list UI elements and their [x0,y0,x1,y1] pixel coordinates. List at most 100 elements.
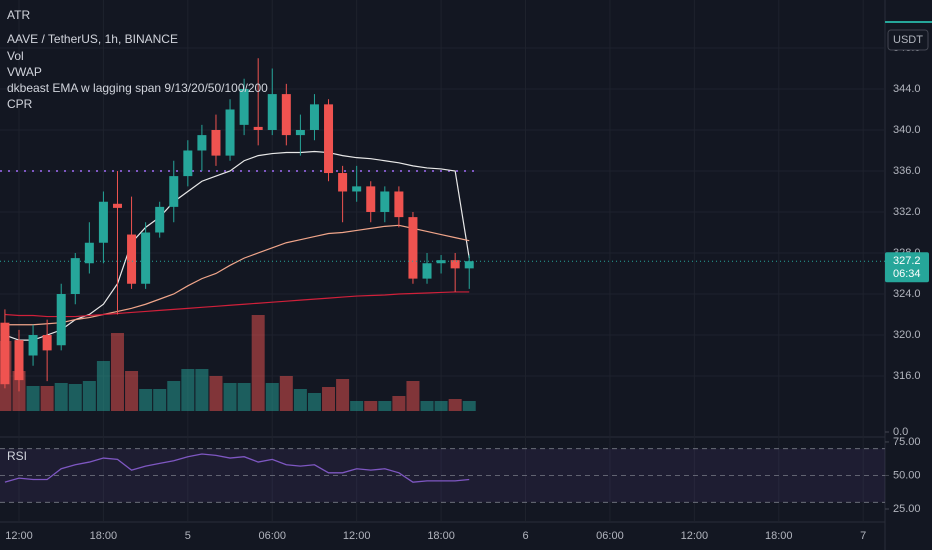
volume-bar [406,381,420,411]
x-tick-label: 06:00 [596,530,624,542]
candle-body [112,203,122,208]
legend-entry: dkbeast EMA w lagging span 9/13/20/50/10… [7,81,268,95]
candle-body [267,94,277,130]
volume-bar [336,379,350,411]
volume-bar [462,401,476,411]
candle-body [408,217,418,279]
volume-bar [251,315,265,411]
volume-bar [307,393,321,411]
volume-bar [167,381,181,411]
volume-bar [392,396,406,411]
volume-bar [96,361,110,411]
last-price-box [885,252,929,283]
candle-body [281,94,291,136]
last-price-label: 327.2 [893,255,921,267]
ema-line [4,291,470,318]
candle-body [211,129,221,156]
candle-body [70,258,80,294]
candle-body [0,322,10,385]
candle-body [436,260,446,264]
volume-bar [364,401,378,411]
y-tick-label: 336.0 [893,165,921,177]
candle-body [309,104,319,130]
volume-bar [350,401,364,411]
candle-body [42,335,52,351]
candle-body [225,109,235,156]
volume-tick-label: 0.0 [893,426,908,438]
candle-body [295,129,305,136]
volume-bar [40,386,54,411]
candle-body [338,173,348,192]
y-tick-label: 316.0 [893,370,921,382]
rsi-tick-label: 50.00 [893,469,921,481]
volume-bar [125,371,139,411]
volume-bar [54,383,68,411]
x-tick-label: 06:00 [258,530,286,542]
rsi-tick-label: 25.00 [893,503,921,515]
x-tick-label: 12:00 [5,530,33,542]
volume-bar [420,401,434,411]
x-tick-label: 12:00 [343,530,371,542]
x-tick-label: 18:00 [90,530,118,542]
ema-line [4,224,470,326]
volume-bar [139,389,153,411]
x-tick-label: 18:00 [765,530,793,542]
y-tick-label: 324.0 [893,288,921,300]
indicator-label: ATR [7,8,30,22]
volume-bar [378,401,392,411]
candle-body [394,191,404,218]
candle-body [84,242,94,264]
currency[interactable]: USDT [893,34,923,46]
y-tick-label: 332.0 [893,206,921,218]
y-tick-label: 320.0 [893,329,921,341]
ema-line [4,150,470,341]
rsi-tick-label: 75.00 [893,436,921,448]
candle-body [422,263,432,279]
volume-bar [209,376,223,411]
volume-bar [322,387,336,411]
candle-body [127,234,137,284]
legend-entry: VWAP [7,65,42,79]
rsi-line [4,453,470,483]
candle-body [450,260,460,269]
chart-title: AAVE / TetherUS, 1h, BINANCE [7,32,178,46]
volume-bar [26,386,40,411]
candle-body [464,261,474,269]
volume-bar [293,389,307,411]
x-tick-label: 6 [522,530,528,542]
y-tick-label: 340.0 [893,124,921,136]
candle-body [141,232,151,284]
plot: 12:00 18:00 5 06:00 12:00 18:00 6 06:00 12:00 18:… [0,0,921,542]
volume-bar [265,383,279,411]
currency-box[interactable] [887,29,929,51]
volume-bar [181,369,195,411]
volume-bar [237,383,251,411]
x-tick-label: 5 [185,530,191,542]
volume-bar [279,376,293,411]
candle-body [98,201,108,243]
x-tick-label: 18:00 [427,530,455,542]
volume-bar [110,333,124,411]
volume-bar [82,381,96,411]
legend-entry: CPR [7,97,33,111]
countdown: 06:34 [893,268,921,280]
volume-bar [68,384,82,411]
candle-body [380,191,390,212]
candle-body [14,340,24,381]
candle-body [239,88,249,125]
volume-bar [223,383,237,411]
candle-body [183,150,193,177]
candle-body [324,104,334,174]
candle-body [28,335,38,356]
volume-bar [153,389,167,411]
y-tick-label: 344.0 [893,83,921,95]
candle-body [253,126,263,130]
candle-body [155,206,165,233]
legend-entry: Vol [7,49,24,63]
volume-bar [195,369,209,411]
volume-bar [448,399,462,411]
candle-body [352,186,362,192]
candle-body [169,176,179,207]
